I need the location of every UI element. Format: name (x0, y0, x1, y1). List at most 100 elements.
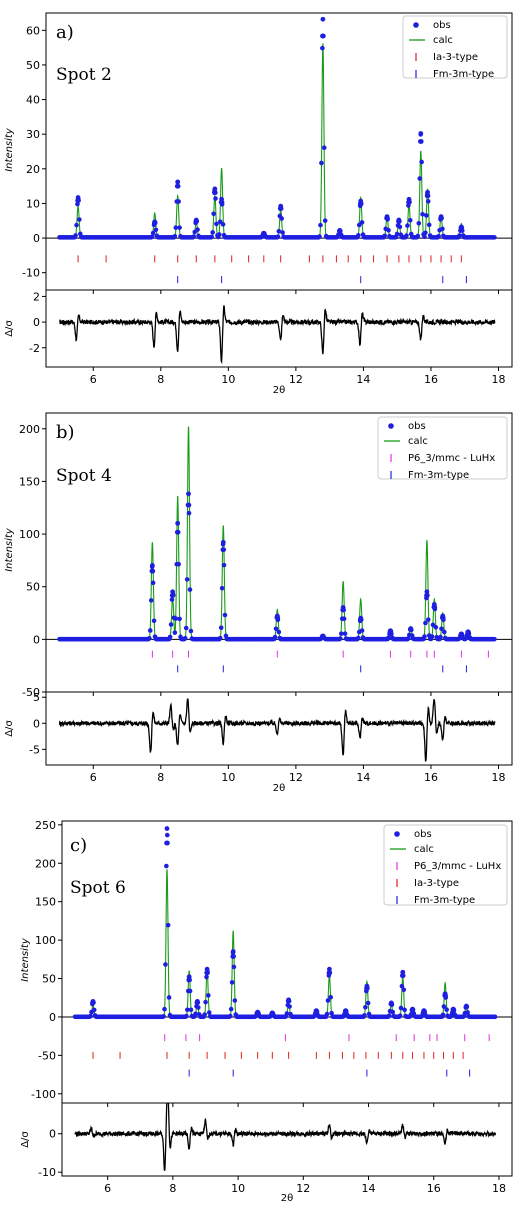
obs-point (149, 234, 155, 240)
y-tick-label: 200 (35, 857, 56, 870)
obs-point (273, 626, 279, 632)
obs-point (429, 634, 435, 639)
obs-point (206, 1010, 212, 1015)
obs-series (57, 491, 497, 642)
obs-point (150, 580, 156, 586)
phase-ticks-2 (177, 665, 467, 673)
obs-peak-point (466, 629, 471, 635)
x-tick-label: 10 (231, 1182, 245, 1195)
obs-point (185, 1007, 190, 1013)
diff-y-tick-label: 0 (33, 717, 40, 730)
obs-point (173, 616, 179, 621)
y-tick-label: -50 (22, 686, 40, 699)
obs-point (183, 625, 189, 631)
x-tick-label: 8 (157, 373, 164, 386)
difference-subplot: -5 0 5 6 8 10 12 14 16 18 Δ/σ 2θ (4, 691, 513, 794)
obs-point (276, 228, 282, 234)
obs-point (436, 233, 441, 239)
diff-axes-frame (45, 691, 513, 766)
spot-annotation: Spot 4 (56, 466, 112, 486)
x-tick-label: 12 (296, 1182, 310, 1195)
obs-point (317, 234, 322, 239)
x-tick-label: 10 (221, 373, 235, 386)
obs-point (399, 983, 405, 989)
legend-phase-label: Fm-3m-type (414, 895, 475, 906)
obs-peak-point (439, 215, 444, 221)
y-tick-label: 0 (33, 232, 40, 245)
obs-point (319, 160, 324, 166)
legend-obs-label: obs (414, 829, 432, 840)
obs-point (188, 628, 194, 634)
obs-peak-point (459, 631, 465, 637)
obs-peak-point (432, 604, 438, 610)
obs-peak-point (205, 970, 210, 976)
obs-point (74, 222, 79, 228)
legend-phase-label: P6_3/mmc - LuHx (414, 861, 501, 872)
obs-point (401, 987, 407, 993)
obs-point (422, 634, 427, 639)
obs-point (325, 998, 331, 1003)
obs-point (217, 635, 223, 641)
obs-point (191, 234, 197, 239)
obs-point (186, 510, 192, 516)
obs-peak-point (255, 1010, 261, 1015)
obs-point (440, 1012, 446, 1018)
obs-peak-point (424, 589, 430, 595)
obs-peak-point (175, 183, 181, 189)
obs-point (211, 211, 216, 217)
obs-peak-point (443, 993, 448, 998)
obs-point (416, 221, 422, 226)
obs-peak-point (400, 973, 406, 979)
obs-peak-point (230, 949, 236, 954)
obs-point (202, 1012, 207, 1017)
obs-peak-point (320, 633, 326, 639)
obs-point (173, 225, 179, 230)
obs-peak-point (186, 491, 191, 497)
obs-point (440, 226, 445, 232)
obs-point (232, 998, 238, 1003)
obs-peak-point (212, 186, 218, 192)
obs-point (407, 217, 413, 223)
diff-axes-frame (45, 289, 513, 368)
y-tick-label: 0 (49, 1011, 56, 1024)
legend-phase-label: P6_3/mmc - LuHx (408, 453, 495, 464)
obs-peak-point (464, 1004, 470, 1010)
obs-peak-point (286, 998, 292, 1004)
obs-point (195, 227, 200, 232)
legend-box (383, 824, 508, 906)
obs-point (231, 964, 237, 970)
obs-peak-point (396, 218, 402, 224)
difference-subplot: -10 0 6 8 10 12 14 16 18 Δ/σ 2θ (20, 1102, 513, 1204)
obs-point (276, 629, 282, 635)
x-tick-label: 12 (289, 373, 303, 386)
obs-point (214, 221, 219, 227)
obs-peak-point (425, 193, 431, 199)
obs-peak-point (175, 520, 181, 526)
obs-point (287, 1004, 292, 1009)
phase-ticks-1 (77, 255, 462, 263)
y-tick-label: -100 (31, 1088, 56, 1101)
obs-series (72, 826, 498, 1020)
obs-series (57, 16, 497, 240)
x-tick-label: 8 (169, 1182, 176, 1195)
obs-peak-point (186, 502, 192, 508)
obs-point (415, 233, 421, 239)
legend-obs-marker (413, 22, 419, 28)
y-tick-label: 150 (19, 475, 40, 488)
phase-ticks-2 (177, 276, 467, 284)
x-tick-label: 14 (356, 771, 370, 784)
obs-point (365, 1000, 371, 1006)
obs-peak-point (195, 1000, 201, 1005)
obs-point (321, 145, 327, 150)
x-tick-label: 18 (491, 373, 505, 386)
spot-annotation: Spot 6 (70, 878, 126, 898)
obs-peak-point (170, 593, 176, 598)
obs-point (492, 1014, 498, 1020)
x-tick-label: 14 (356, 373, 370, 386)
x-axis-label: 2θ (273, 783, 285, 794)
obs-peak-point (358, 201, 364, 207)
obs-point (405, 223, 410, 228)
